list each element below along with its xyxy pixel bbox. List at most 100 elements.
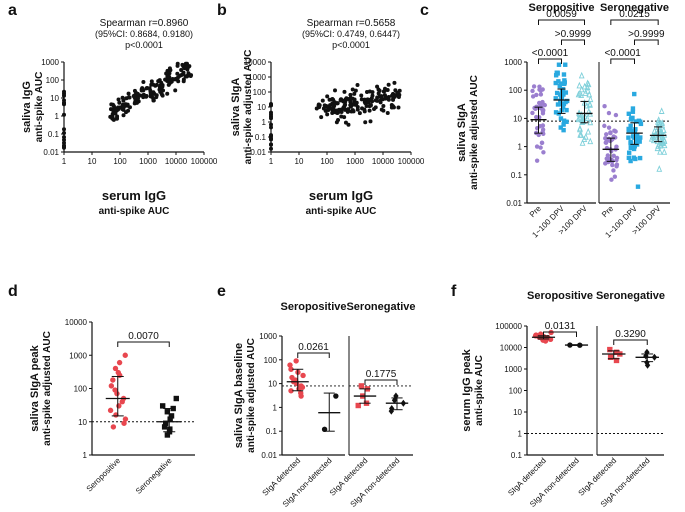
p-value: 0.0070 — [128, 331, 159, 342]
x-tick-label: Pre — [528, 204, 544, 220]
data-point — [657, 148, 663, 155]
data-point — [319, 115, 324, 120]
bracket-line — [543, 331, 577, 337]
data-point — [561, 127, 566, 133]
subpanel: Seropositive Seronegative 0.0070 — [85, 331, 195, 496]
data-point — [537, 84, 542, 89]
data-point — [62, 137, 66, 142]
data-point — [360, 106, 365, 111]
data-point — [362, 97, 367, 102]
y-tick-label: 1 — [518, 430, 523, 439]
data-point — [585, 80, 592, 88]
data-point — [62, 131, 66, 136]
x-tick-label: 1000 — [139, 157, 157, 166]
significance-bracket: >0.9999 — [628, 29, 665, 45]
p-value: 0.3290 — [615, 329, 646, 340]
data-point — [110, 424, 117, 430]
data-point — [370, 93, 375, 98]
data-point — [582, 89, 589, 96]
data-point — [346, 122, 351, 127]
y-tick-label: 100 — [253, 88, 267, 97]
panel-label: f — [451, 283, 457, 300]
data-point — [110, 377, 116, 383]
data-point — [116, 403, 122, 409]
data-point — [175, 61, 180, 66]
data-point — [287, 362, 293, 368]
y-tick-label: 0.1 — [255, 133, 267, 142]
data-point — [355, 83, 360, 88]
data-point — [389, 105, 394, 110]
data-point — [348, 104, 353, 109]
data-point — [657, 140, 664, 148]
data-point — [383, 96, 388, 101]
data-point — [638, 135, 643, 140]
data-point — [113, 111, 118, 116]
data-point — [316, 102, 321, 107]
data-point — [362, 109, 367, 114]
data-point — [553, 73, 559, 78]
data-point — [363, 120, 368, 125]
data-point — [324, 104, 329, 109]
data-point — [612, 174, 618, 179]
data-point — [342, 115, 347, 120]
y-axis-title: saliva SIgA baseline — [233, 343, 245, 448]
data-point — [602, 123, 607, 129]
data-point — [613, 129, 618, 134]
y-tick-label: 1000 — [259, 332, 277, 341]
data-point — [631, 146, 637, 152]
data-point — [333, 88, 338, 93]
data-point — [107, 407, 114, 414]
y-tick-label: 10000 — [65, 318, 88, 327]
data-point — [554, 70, 559, 75]
data-point — [558, 92, 563, 97]
p-value: 0.0059 — [546, 9, 577, 20]
x-axis-title: serum IgG — [102, 188, 166, 203]
significance-bracket: 0.0059 — [538, 9, 585, 25]
data-point — [331, 105, 336, 110]
data-point — [582, 133, 589, 140]
data-point — [298, 393, 304, 399]
data-point — [151, 96, 156, 101]
p-value: >0.9999 — [555, 29, 592, 40]
data-point — [346, 109, 351, 114]
y-tick-label: 0.01 — [250, 148, 266, 157]
y-tick-label: 100000 — [495, 322, 522, 331]
data-point — [161, 424, 168, 430]
x-tick-label: 10 — [88, 157, 97, 166]
data-point — [385, 110, 390, 115]
data-point — [587, 95, 594, 103]
data-point — [560, 104, 566, 110]
chart-d: d 1 10 100 1000 10000 saliva SIgA peak anti-spi… — [8, 283, 195, 496]
data-point — [603, 161, 608, 166]
data-point — [578, 115, 585, 123]
data-point — [558, 81, 563, 86]
data-point — [156, 79, 161, 84]
data-point — [115, 114, 120, 119]
p-value: 0.0215 — [619, 9, 650, 20]
data-point — [320, 98, 325, 103]
y-tick-label: 100 — [46, 76, 60, 85]
y-axis-subtitle: anti-spike adjusted AUC — [469, 75, 480, 190]
data-point — [607, 354, 614, 361]
y-tick-label: 1000 — [41, 58, 59, 67]
data-point — [626, 155, 632, 161]
p-value: <0.0001 — [532, 48, 569, 59]
data-point — [604, 132, 609, 137]
data-point — [293, 358, 299, 364]
data-point — [391, 396, 398, 404]
data-point — [576, 81, 583, 89]
data-point — [62, 89, 66, 94]
data-point — [555, 102, 561, 107]
data-point — [534, 114, 539, 120]
data-point — [661, 131, 668, 138]
x-tick-label: Seronegative — [134, 456, 174, 496]
data-point — [575, 115, 582, 123]
data-point — [352, 97, 357, 102]
data-point — [165, 74, 170, 79]
y-tick-label: 10000 — [500, 344, 523, 353]
data-point — [144, 94, 149, 99]
data-point — [352, 91, 357, 96]
significance-bracket: 0.0070 — [117, 331, 170, 347]
